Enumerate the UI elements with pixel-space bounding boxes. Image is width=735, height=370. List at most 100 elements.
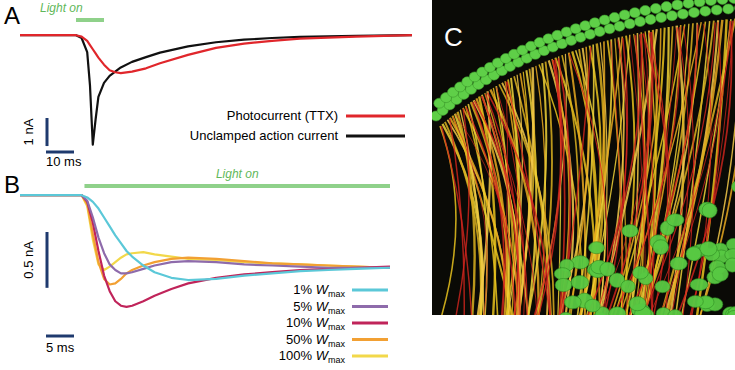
legend-label-part: max bbox=[328, 322, 346, 332]
fiber bbox=[679, 19, 731, 315]
cell-body bbox=[666, 11, 677, 21]
legend-swatch bbox=[352, 355, 388, 358]
panel-label: A bbox=[4, 2, 20, 29]
legend-label-part: 10% bbox=[286, 315, 316, 330]
light-on-label: Light on bbox=[216, 167, 259, 181]
micrograph bbox=[432, 0, 735, 315]
fiber-red bbox=[485, 94, 518, 315]
legend-label-part: max bbox=[328, 339, 346, 349]
fiber-red bbox=[689, 24, 711, 315]
legend-label: 10% Wmax bbox=[286, 315, 345, 332]
cell-body bbox=[677, 9, 688, 19]
trace bbox=[20, 35, 412, 144]
cell-body bbox=[686, 247, 701, 261]
cell-body bbox=[694, 0, 705, 7]
fiber-red bbox=[450, 119, 465, 315]
trace bbox=[20, 35, 412, 73]
fiber bbox=[476, 91, 491, 315]
cell-body bbox=[609, 307, 626, 315]
cell-body bbox=[645, 14, 656, 24]
legend-label: 5% Wmax bbox=[293, 299, 345, 316]
legend-label: Photocurrent (TTX) bbox=[227, 108, 338, 123]
cell-body bbox=[723, 4, 734, 14]
cell-body bbox=[564, 296, 581, 309]
cell-body bbox=[629, 8, 640, 18]
y-scale-bar bbox=[46, 232, 49, 288]
cell-body bbox=[558, 312, 573, 315]
cell-body bbox=[700, 6, 711, 16]
fiber bbox=[437, 126, 456, 315]
legend-swatch bbox=[352, 305, 388, 308]
legend-swatch bbox=[346, 135, 405, 138]
legend-label-part: max bbox=[328, 306, 346, 316]
y-scale-label: 0.5 nA bbox=[21, 241, 36, 279]
fiber bbox=[583, 35, 629, 315]
cell-body bbox=[614, 21, 625, 31]
cell-body bbox=[668, 310, 683, 315]
cell-body bbox=[633, 266, 649, 279]
light-on-bar bbox=[76, 18, 104, 22]
cell-body bbox=[554, 268, 571, 280]
x-scale-label: 5 ms bbox=[46, 340, 75, 355]
legend-swatch bbox=[352, 289, 388, 292]
cell-body bbox=[717, 0, 728, 4]
fiber-red bbox=[681, 26, 694, 315]
cell-body bbox=[640, 6, 651, 16]
cell-body bbox=[571, 275, 589, 289]
panel-label: B bbox=[4, 171, 20, 198]
cell-body bbox=[683, 0, 694, 8]
fiber-red bbox=[569, 54, 607, 315]
cell-body bbox=[629, 297, 646, 311]
panel-1: B Light on 0.5 nA 5 ms 1% Wmax5% Wmax10% Wma… bbox=[4, 167, 390, 365]
fiber-red bbox=[592, 39, 627, 315]
trace bbox=[20, 195, 390, 273]
trace bbox=[20, 195, 390, 307]
cell-body bbox=[661, 2, 672, 12]
fiber-red bbox=[507, 82, 552, 315]
cell-body bbox=[711, 5, 722, 15]
legend-label: 1% Wmax bbox=[293, 282, 345, 299]
y-scale-bar bbox=[46, 118, 49, 146]
cell-body bbox=[609, 12, 620, 22]
cell-body bbox=[670, 257, 687, 270]
cell-body bbox=[700, 241, 717, 256]
fiber bbox=[696, 18, 735, 315]
cell-body bbox=[688, 8, 699, 18]
x-scale-label: 10 ms bbox=[46, 154, 82, 169]
cell-body bbox=[571, 256, 589, 269]
legend-label-part: 100% bbox=[279, 348, 316, 363]
traces bbox=[20, 35, 412, 144]
figure: ALight on1 nA10 msPhotocurrent (TTX)Uncl… bbox=[0, 0, 735, 370]
cell-body bbox=[712, 267, 728, 282]
fibers bbox=[437, 18, 735, 315]
cell-body bbox=[555, 278, 572, 291]
legend-label: Unclamped action current bbox=[190, 128, 339, 143]
legend-swatch bbox=[352, 338, 388, 341]
legend-label-part: max bbox=[328, 289, 346, 299]
cell-bodies bbox=[432, 0, 735, 315]
legend-label-part: 1% bbox=[293, 282, 315, 297]
cell-body bbox=[690, 279, 708, 291]
cell-body bbox=[672, 0, 683, 10]
fiber-red bbox=[482, 96, 520, 315]
cell-body bbox=[599, 15, 610, 25]
x-scale-bar bbox=[46, 335, 74, 338]
fiber-red bbox=[487, 93, 550, 315]
fiber bbox=[623, 28, 665, 315]
fiber-red bbox=[481, 97, 538, 315]
cell-body bbox=[653, 240, 669, 255]
fiber-red bbox=[668, 27, 688, 315]
fiber-red bbox=[466, 107, 515, 315]
cell-body bbox=[687, 295, 703, 307]
cell-body bbox=[656, 13, 667, 23]
cell-body bbox=[729, 0, 735, 3]
cell-body bbox=[655, 281, 670, 293]
legend-label-part: 50% bbox=[286, 332, 316, 347]
legend-swatch bbox=[346, 115, 405, 118]
cell-body bbox=[589, 18, 600, 28]
legend-label-part: max bbox=[328, 355, 346, 365]
fiber bbox=[597, 37, 624, 315]
fiber-red bbox=[643, 21, 733, 315]
cell-body bbox=[619, 10, 630, 20]
cell-body bbox=[702, 203, 717, 218]
